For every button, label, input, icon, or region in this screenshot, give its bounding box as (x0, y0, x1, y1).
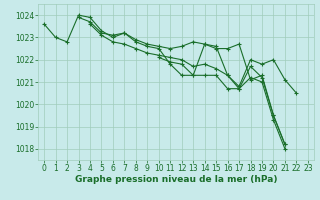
X-axis label: Graphe pression niveau de la mer (hPa): Graphe pression niveau de la mer (hPa) (75, 175, 277, 184)
